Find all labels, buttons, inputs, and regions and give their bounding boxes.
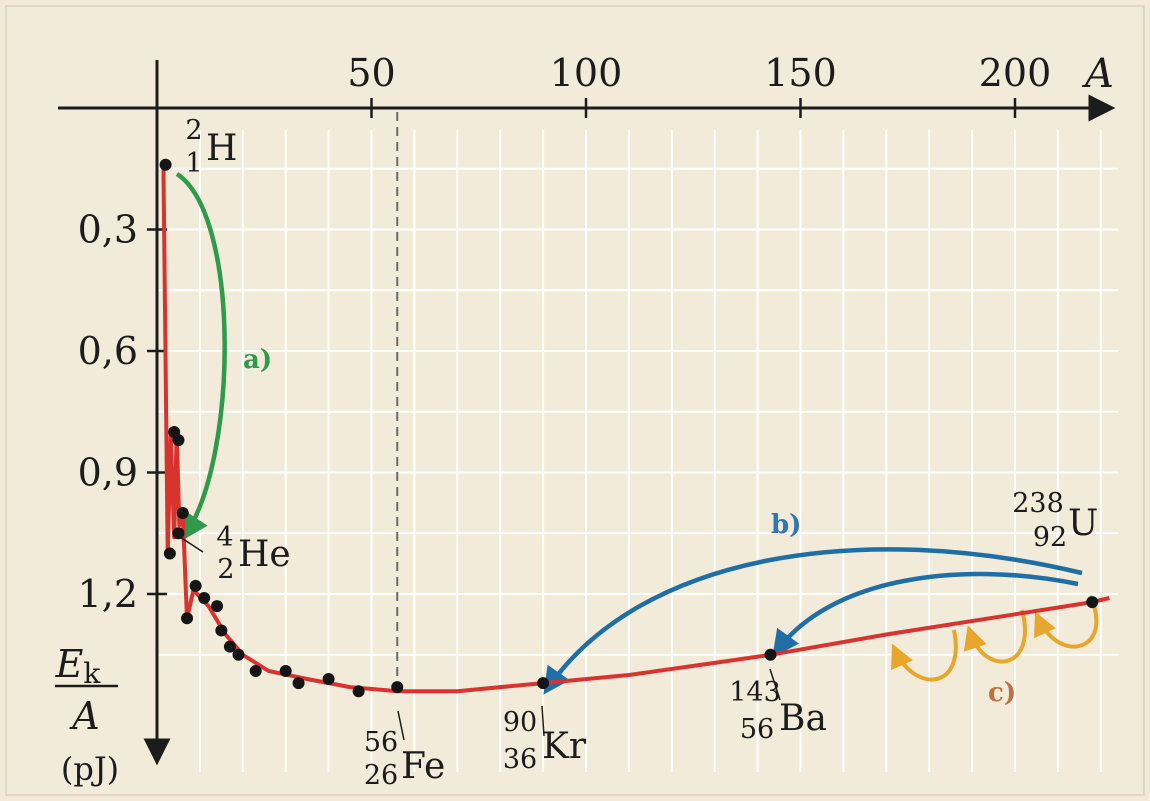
label-ba-symbol: Ba: [779, 698, 827, 739]
tick-labels: 50 100 150 200 0,3 0,6 0,9 1,2: [78, 51, 1052, 616]
label-ba-mass: 143: [729, 677, 781, 708]
data-point: [322, 673, 335, 686]
element-label-kr: 90 36 Kr: [503, 705, 587, 775]
y-tick-label: 0,9: [78, 451, 138, 495]
label-kr-z: 36: [503, 744, 537, 775]
data-point: [215, 624, 228, 637]
data-point: [764, 648, 777, 661]
data-point: [198, 592, 211, 605]
decay-arrow-2: [963, 609, 1027, 664]
data-point: [352, 685, 365, 698]
label-he-z: 2: [217, 554, 234, 585]
data-point: [172, 527, 185, 540]
data-point: [232, 648, 245, 661]
y-axis-label-denominator: A: [69, 694, 99, 738]
data-point: [181, 612, 194, 625]
data-point: [172, 434, 185, 447]
panel-border: [5, 5, 1145, 796]
label-ba-z: 56: [740, 714, 774, 745]
x-axis-label: A: [1081, 51, 1114, 97]
fission-arrows: [543, 547, 1083, 695]
data-point: [249, 664, 262, 677]
label-h-symbol: H: [206, 128, 237, 169]
data-point: [211, 600, 224, 613]
x-tick-label: 50: [347, 51, 395, 95]
data-point: [159, 158, 172, 171]
fission-arrow-kr: [543, 547, 1083, 695]
y-axis-label-numerator: Ek: [55, 642, 102, 690]
decay-arrow-3: [891, 629, 958, 682]
y-axis-label-unit: (pJ): [61, 750, 119, 788]
y-tick-label: 0,6: [78, 329, 138, 373]
element-label-u: 238 92 U: [1012, 488, 1098, 553]
label-h-z: 1: [185, 148, 202, 179]
data-point: [391, 681, 404, 694]
fusion-arrow: [175, 172, 227, 541]
data-point: [223, 640, 236, 653]
data-point: [279, 664, 292, 677]
data-point: [163, 547, 176, 560]
label-he-symbol: He: [238, 534, 291, 575]
y-axis-label-sub: k: [83, 657, 101, 690]
data-point: [292, 677, 305, 690]
data-points: [159, 158, 1099, 698]
label-u-mass: 238: [1012, 488, 1064, 519]
label-he-leader: [179, 536, 204, 553]
label-h-mass: 2: [185, 115, 202, 146]
element-label-he: 4 2 He: [179, 522, 291, 585]
label-ba-leader: [769, 668, 781, 701]
y-tick-label: 0,3: [78, 208, 138, 252]
y-axis-label: Ek A (pJ): [55, 642, 120, 788]
data-point: [1086, 596, 1099, 609]
x-tick-label: 100: [550, 51, 623, 95]
data-point: [176, 507, 189, 519]
label-fe-mass: 56: [364, 727, 398, 758]
label-kr-leader: [541, 705, 545, 737]
element-label-fe: 56 26 Fe: [364, 710, 445, 791]
annotation-c: c): [988, 678, 1016, 708]
element-label-h: 2 1 H: [185, 115, 237, 179]
decay-arrows: [891, 595, 1099, 682]
fission-arrow-ba: [772, 571, 1079, 658]
label-u-symbol: U: [1068, 503, 1098, 544]
x-tick-label: 150: [764, 51, 837, 95]
label-fe-leader: [397, 710, 405, 741]
label-kr-mass: 90: [503, 707, 537, 738]
x-tick-label: 200: [979, 51, 1052, 95]
data-point: [537, 677, 550, 690]
axes: [58, 60, 1116, 766]
element-label-ba: 143 56 Ba: [729, 668, 827, 745]
annotation-b: b): [771, 510, 801, 540]
y-tick-label: 1,2: [78, 572, 138, 616]
annotation-a: a): [243, 345, 272, 375]
decay-arrow-1: [1034, 595, 1099, 649]
label-u-z: 92: [1033, 522, 1067, 553]
label-fe-symbol: Fe: [401, 746, 445, 787]
label-kr-symbol: Kr: [542, 726, 587, 767]
label-he-mass: 4: [216, 522, 233, 553]
grid: [157, 130, 1118, 772]
y-axis-label-e: E: [55, 642, 84, 686]
data-point: [189, 579, 202, 592]
label-fe-z: 26: [364, 760, 398, 791]
